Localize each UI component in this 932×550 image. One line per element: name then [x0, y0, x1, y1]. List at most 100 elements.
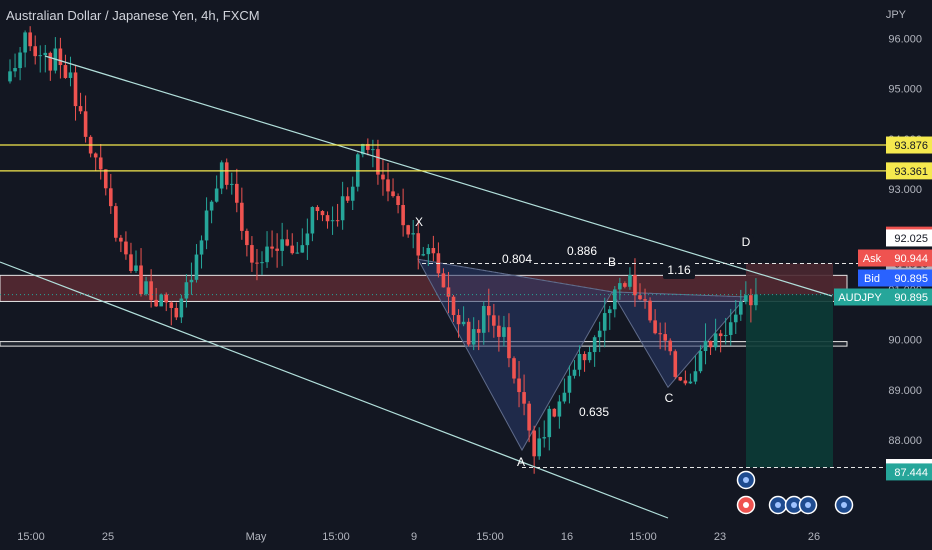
candle-body [487, 306, 491, 316]
bid-label-bg[interactable] [858, 269, 886, 287]
candle-body [451, 296, 456, 316]
pattern-labels: X A B C D 0.804 0.886 1.16 0.635 [415, 215, 754, 469]
bid-price-bg[interactable] [886, 269, 932, 287]
candle-body [199, 240, 204, 255]
candle-body [169, 302, 174, 308]
ratio-bg [578, 404, 610, 421]
candle-body [502, 327, 506, 337]
candle-body [744, 295, 748, 302]
candle-body [411, 233, 415, 235]
candle-body [18, 52, 22, 69]
candle-body [275, 248, 279, 251]
candle-body [552, 408, 557, 417]
price-label-bg[interactable] [886, 162, 932, 180]
demand-zone[interactable] [0, 341, 848, 347]
flag-icon [743, 502, 749, 508]
event-icons[interactable] [736, 470, 854, 515]
trade-position[interactable] [746, 263, 833, 468]
candle-body [78, 106, 83, 112]
candle-body [295, 252, 300, 254]
candle-body [33, 46, 37, 57]
x-tick-label: 15:00 [629, 531, 657, 543]
price-label: 87.444 [894, 467, 928, 479]
candle-body [416, 233, 421, 256]
candle-body [245, 230, 249, 246]
candle-body [713, 333, 718, 348]
lower-trendline[interactable] [0, 261, 669, 519]
ratio-label: 0.886 [567, 244, 597, 258]
candle-body [527, 403, 531, 431]
candle-body [229, 183, 234, 185]
candle-body [754, 294, 758, 306]
x-tick-label: 15:00 [322, 531, 350, 543]
candle-body [204, 210, 209, 241]
flag-icon [841, 502, 847, 508]
candle-body [260, 262, 264, 264]
candle-body [648, 300, 652, 321]
symbol-label-bg[interactable] [834, 288, 886, 306]
candle-body [58, 48, 63, 66]
candle-body [93, 153, 98, 158]
candle-body [663, 334, 667, 341]
candle-body [512, 358, 516, 379]
y-tick-label: 93.000 [888, 184, 922, 196]
stop-loss-zone[interactable] [746, 263, 833, 295]
point-d-bg [738, 236, 754, 253]
price-axis[interactable]: 96.00095.00094.00093.00092.00091.00090.0… [834, 0, 932, 550]
price-label-bg[interactable] [886, 463, 932, 481]
candle-body [13, 68, 17, 72]
candle-body [567, 375, 572, 393]
candle-body [224, 162, 229, 185]
x-tick-label: 23 [714, 531, 726, 543]
ratio-label: 0.635 [579, 405, 609, 419]
candle-body [466, 321, 471, 345]
x-tick-label: 25 [102, 531, 114, 543]
candle-body [698, 351, 703, 372]
candle-body [446, 287, 451, 297]
candle-body [139, 265, 143, 295]
candle-body [255, 262, 259, 264]
price-label-bg[interactable] [886, 136, 932, 154]
candle-body [335, 220, 340, 222]
candle-body [668, 340, 673, 352]
candle-body [471, 329, 476, 345]
candle-body [73, 72, 78, 107]
candle-body [481, 306, 486, 333]
time-axis[interactable]: 15:00 25 May 15:00 9 15:00 16 15:00 23 26 [17, 531, 820, 543]
candle-body [371, 149, 375, 151]
upper-trendline[interactable] [44, 55, 833, 297]
candle-body [129, 254, 133, 271]
candle-body [688, 381, 693, 384]
symbol-price-bg[interactable] [886, 288, 932, 306]
take-profit-zone[interactable] [746, 294, 833, 468]
candle-body [315, 207, 320, 212]
point-label-d: D [742, 235, 751, 249]
drawing-lines[interactable] [0, 55, 886, 519]
candle-body [431, 248, 436, 254]
price-label-bg[interactable] [886, 229, 932, 247]
ask-label-bg[interactable] [858, 249, 886, 267]
candle-body [8, 71, 12, 82]
candle-body [602, 313, 607, 331]
candle-body [83, 111, 88, 137]
candle-body [532, 430, 536, 457]
candle-body [214, 188, 219, 202]
flag-icon [791, 502, 797, 508]
candle-body [43, 52, 48, 56]
candle-body [658, 333, 662, 335]
candlesticks [8, 26, 758, 474]
candle-body [456, 315, 461, 325]
point-label-c: C [665, 391, 674, 405]
candle-body [164, 294, 169, 303]
ask-label: Ask [863, 253, 882, 265]
candle-body [693, 371, 698, 382]
ask-price-bg[interactable] [886, 249, 932, 267]
bid-price: 90.895 [894, 273, 928, 285]
candle-body [325, 215, 330, 222]
candle-body [396, 196, 400, 206]
x-tick-label: 15:00 [476, 531, 504, 543]
candle-body [653, 320, 657, 334]
candle-body [134, 265, 138, 271]
candle-body [219, 162, 224, 189]
